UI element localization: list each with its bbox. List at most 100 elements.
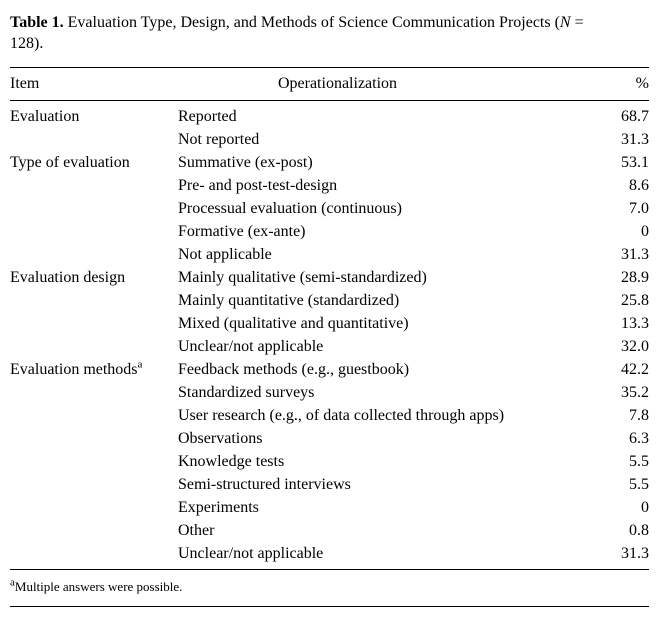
table-row: Evaluation Reported 68.7	[10, 101, 649, 129]
item-cell	[10, 221, 178, 244]
item-cell	[10, 382, 178, 405]
item-cell	[10, 198, 178, 221]
percent-cell: 25.8	[621, 292, 649, 309]
item-cell	[10, 290, 178, 313]
table-row: Evaluation methodsa Feedback methods (e.…	[10, 359, 649, 382]
percent-cell: 68.7	[621, 108, 649, 125]
percent-cell: 0.8	[629, 522, 649, 539]
percent-cell: 31.3	[621, 131, 649, 148]
table-row: Mainly quantitative (standardized) 25.8	[10, 290, 649, 313]
item-text: Type of evaluation	[10, 154, 130, 171]
operationalization-cell: Semi-structured interviews	[178, 476, 351, 493]
table-row: Not reported 31.3	[10, 129, 649, 152]
item-cell: Evaluation methodsa	[10, 359, 178, 382]
percent-cell: 53.1	[621, 154, 649, 171]
table-footnote: aMultiple answers were possible.	[10, 576, 649, 606]
percent-cell: 0	[641, 223, 649, 240]
item-cell: Type of evaluation	[10, 152, 178, 175]
item-cell	[10, 244, 178, 267]
operationalization-cell: Summative (ex-post)	[178, 154, 313, 171]
table-row: Processual evaluation (continuous) 7.0	[10, 198, 649, 221]
table-row: Observations 6.3	[10, 428, 649, 451]
percent-cell: 32.0	[621, 338, 649, 355]
percent-cell: 31.3	[621, 545, 649, 562]
percent-cell: 5.5	[629, 476, 649, 493]
table-row: Type of evaluation Summative (ex-post) 5…	[10, 152, 649, 175]
item-cell	[10, 520, 178, 543]
table-row: User research (e.g., of data collected t…	[10, 405, 649, 428]
table-row: Pre- and post-test-design 8.6	[10, 175, 649, 198]
table-caption-n-suffix: = 128).	[10, 14, 584, 52]
item-cell	[10, 428, 178, 451]
percent-cell: 31.3	[621, 246, 649, 263]
item-superscript: a	[137, 358, 143, 371]
table-row: Knowledge tests 5.5	[10, 451, 649, 474]
item-text: Evaluation methods	[10, 361, 138, 378]
percent-cell: 8.6	[629, 177, 649, 194]
table-caption-n-symbol: N	[559, 14, 571, 31]
item-cell	[10, 405, 178, 428]
item-cell	[10, 129, 178, 152]
operationalization-cell: Mixed (qualitative and quantitative)	[178, 315, 409, 332]
percent-cell: 28.9	[621, 269, 649, 286]
table-caption-text: Evaluation Type, Design, and Methods of …	[63, 14, 560, 31]
operationalization-cell: Observations	[178, 430, 263, 447]
percent-cell: 35.2	[621, 384, 649, 401]
item-cell: Evaluation design	[10, 267, 178, 290]
item-text: Evaluation	[10, 108, 80, 125]
operationalization-cell: Not applicable	[178, 246, 272, 263]
percent-cell: 7.0	[629, 200, 649, 217]
operationalization-cell: Unclear/not applicable	[178, 338, 324, 355]
item-cell	[10, 336, 178, 359]
item-cell: Evaluation	[10, 101, 178, 129]
operationalization-cell: Mainly quantitative (standardized)	[178, 292, 400, 309]
percent-cell: 5.5	[629, 453, 649, 470]
table-row: Other 0.8	[10, 520, 649, 543]
bottom-rule	[10, 606, 649, 607]
item-cell	[10, 497, 178, 520]
footnote-text: Multiple answers were possible.	[14, 579, 183, 594]
table-row: Experiments 0	[10, 497, 649, 520]
operationalization-cell: Processual evaluation (continuous)	[178, 200, 402, 217]
table-caption: Table 1. Evaluation Type, Design, and Me…	[10, 12, 610, 54]
footnote-marker: a	[10, 576, 15, 589]
operationalization-cell: User research (e.g., of data collected t…	[178, 407, 505, 424]
table-body: Evaluation Reported 68.7 Not reported 31…	[10, 101, 649, 570]
table-row: Evaluation design Mainly qualitative (se…	[10, 267, 649, 290]
percent-cell: 13.3	[621, 315, 649, 332]
table-row: Standardized surveys 35.2	[10, 382, 649, 405]
table-row: Unclear/not applicable 31.3	[10, 543, 649, 570]
table-row: Not applicable 31.3	[10, 244, 649, 267]
item-cell	[10, 313, 178, 336]
header-item: Item	[10, 75, 40, 92]
page: Table 1. Evaluation Type, Design, and Me…	[10, 12, 649, 607]
item-cell	[10, 543, 178, 570]
item-cell	[10, 474, 178, 497]
table-row: Semi-structured interviews 5.5	[10, 474, 649, 497]
operationalization-cell: Not reported	[178, 131, 260, 148]
table-row: Formative (ex-ante) 0	[10, 221, 649, 244]
header-percent: %	[635, 75, 649, 92]
percent-cell: 0	[641, 499, 649, 516]
item-cell	[10, 451, 178, 474]
operationalization-cell: Reported	[178, 108, 237, 125]
item-cell	[10, 175, 178, 198]
percent-cell: 7.8	[629, 407, 649, 424]
percent-cell: 6.3	[629, 430, 649, 447]
table-row: Unclear/not applicable 32.0	[10, 336, 649, 359]
operationalization-cell: Unclear/not applicable	[178, 545, 324, 562]
table-header: Item Operationalization %	[10, 67, 649, 101]
header-row: Item Operationalization %	[10, 67, 649, 101]
operationalization-cell: Knowledge tests	[178, 453, 285, 470]
operationalization-cell: Standardized surveys	[178, 384, 315, 401]
percent-cell: 42.2	[621, 361, 649, 378]
table-row: Mixed (qualitative and quantitative) 13.…	[10, 313, 649, 336]
operationalization-cell: Other	[178, 522, 215, 539]
operationalization-cell: Mainly qualitative (semi-standardized)	[178, 269, 427, 286]
operationalization-cell: Experiments	[178, 499, 259, 516]
evaluation-table: Item Operationalization % Evaluation Rep…	[10, 67, 649, 570]
table-caption-label: Table 1.	[10, 14, 64, 31]
item-text: Evaluation design	[10, 269, 126, 286]
operationalization-cell: Formative (ex-ante)	[178, 223, 306, 240]
operationalization-cell: Pre- and post-test-design	[178, 177, 338, 194]
